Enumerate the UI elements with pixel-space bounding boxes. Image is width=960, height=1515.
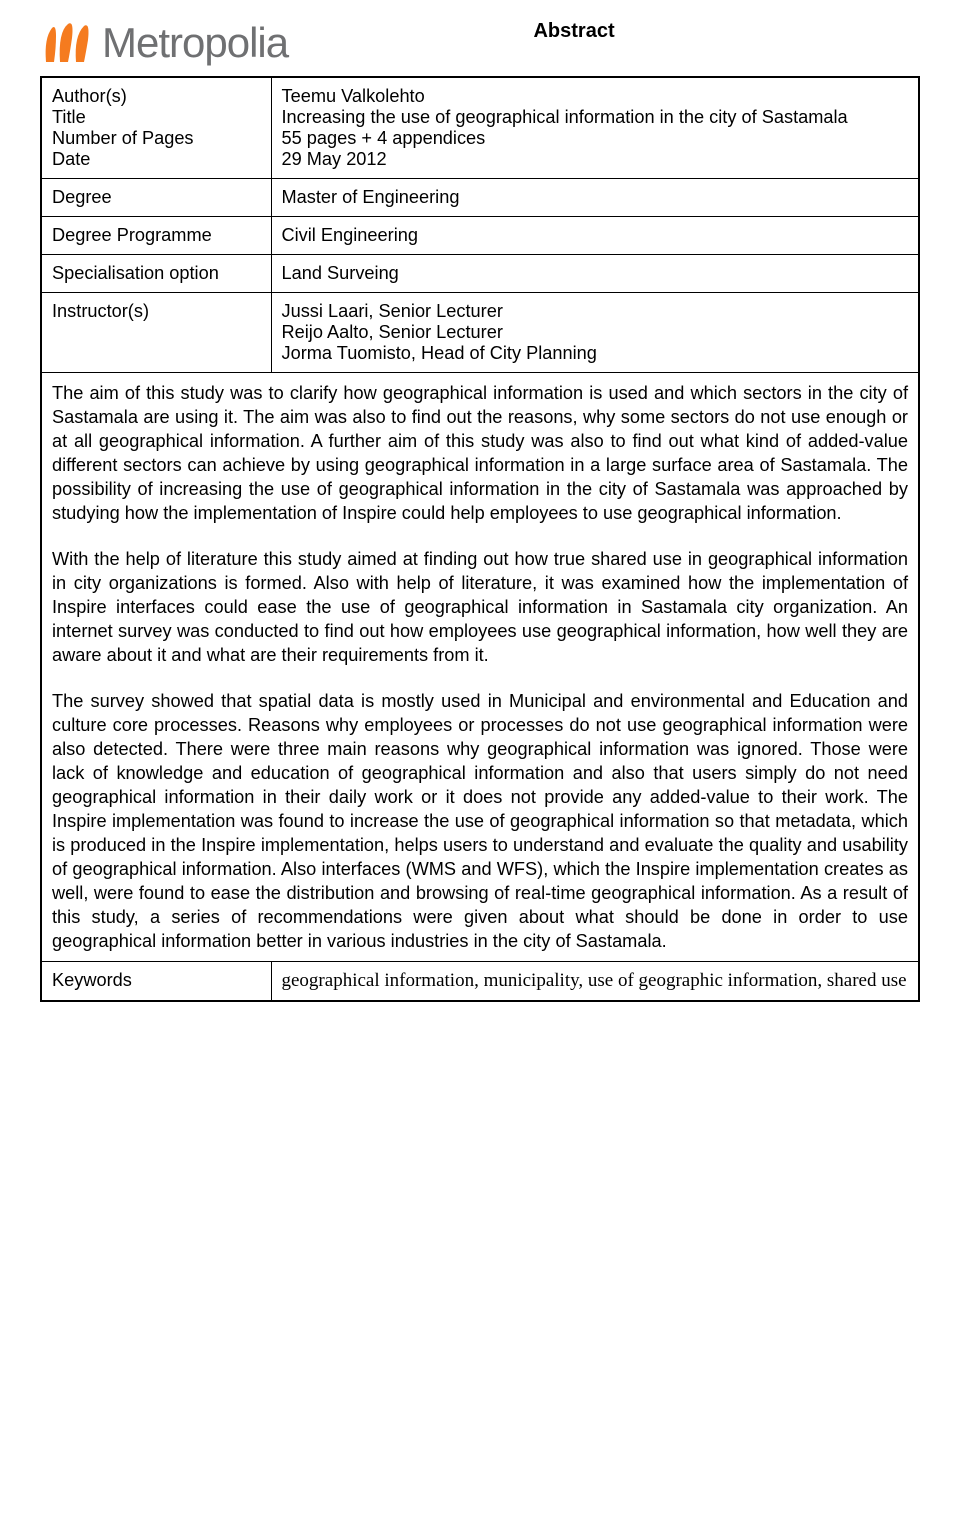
brand-logo: Metropolia <box>40 18 288 68</box>
abstract-heading: Abstract <box>288 18 920 43</box>
instructor-0: Jussi Laari, Senior Lecturer <box>282 301 909 322</box>
meta-row-instructors: Instructor(s) Jussi Laari, Senior Lectur… <box>41 293 919 373</box>
meta-row-degree: Degree Master of Engineering <box>41 179 919 217</box>
meta-values-0: Teemu Valkolehto Increasing the use of g… <box>271 77 919 179</box>
brand-name: Metropolia <box>102 19 288 67</box>
value-author: Teemu Valkolehto <box>282 86 909 107</box>
meta-labels-0: Author(s) Title Number of Pages Date <box>41 77 271 179</box>
abstract-table: Author(s) Title Number of Pages Date Tee… <box>40 76 920 1002</box>
label-programme: Degree Programme <box>41 217 271 255</box>
label-date: Date <box>52 149 261 170</box>
abstract-body: The aim of this study was to clarify how… <box>52 381 908 953</box>
abstract-body-cell: The aim of this study was to clarify how… <box>41 373 919 962</box>
value-instructors: Jussi Laari, Senior Lecturer Reijo Aalto… <box>271 293 919 373</box>
label-title: Title <box>52 107 261 128</box>
value-programme: Civil Engineering <box>271 217 919 255</box>
label-degree: Degree <box>41 179 271 217</box>
value-date: 29 May 2012 <box>282 149 909 170</box>
value-title: Increasing the use of geographical infor… <box>282 107 909 128</box>
label-keywords: Keywords <box>41 962 271 1002</box>
value-keywords: geographical information, municipality, … <box>271 962 919 1002</box>
value-specialisation: Land Surveing <box>271 255 919 293</box>
meta-row-specialisation: Specialisation option Land Surveing <box>41 255 919 293</box>
instructor-2: Jorma Tuomisto, Head of City Planning <box>282 343 909 364</box>
meta-row-body: The aim of this study was to clarify how… <box>41 373 919 962</box>
abstract-para-0: The aim of this study was to clarify how… <box>52 381 908 525</box>
meta-row-keywords: Keywordsgeographical information, munici… <box>41 962 919 1002</box>
label-author: Author(s) <box>52 86 261 107</box>
abstract-para-2: The survey showed that spatial data is m… <box>52 689 908 953</box>
value-degree: Master of Engineering <box>271 179 919 217</box>
meta-row-programme: Degree Programme Civil Engineering <box>41 217 919 255</box>
meta-row-author-title: Author(s) Title Number of Pages Date Tee… <box>41 77 919 179</box>
instructor-1: Reijo Aalto, Senior Lecturer <box>282 322 909 343</box>
abstract-para-1: With the help of literature this study a… <box>52 547 908 667</box>
page-header: Metropolia Abstract <box>40 18 920 68</box>
label-specialisation: Specialisation option <box>41 255 271 293</box>
label-pages: Number of Pages <box>52 128 261 149</box>
value-pages: 55 pages + 4 appendices <box>282 128 909 149</box>
logo-mark-icon <box>40 18 96 68</box>
label-instructors: Instructor(s) <box>41 293 271 373</box>
